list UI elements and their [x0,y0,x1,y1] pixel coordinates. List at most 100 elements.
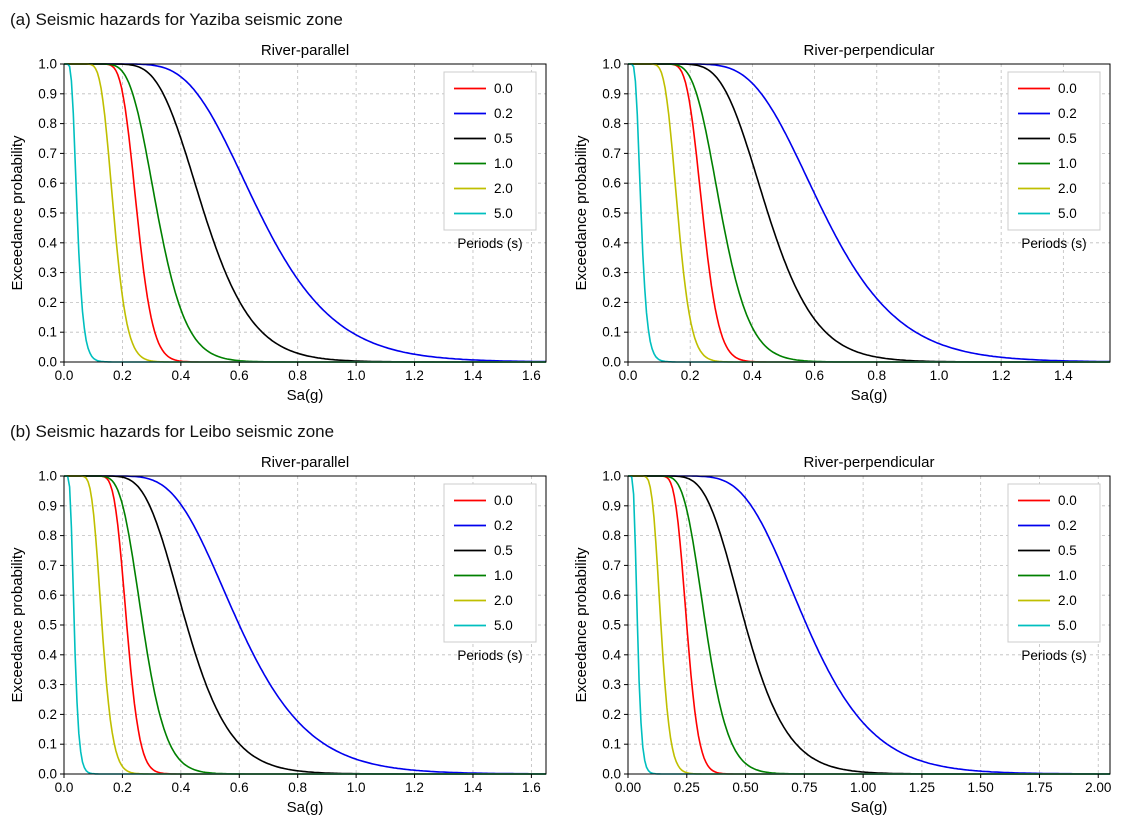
svg-text:0.9: 0.9 [602,498,621,513]
svg-text:0.4: 0.4 [602,647,621,662]
x-axis-label: Sa(g) [851,387,888,404]
y-axis-label: Exceedance probability [573,135,590,291]
plot-area: 0.0 0.2 0.4 0.6 0.8 1.0 1.2 1.4 1.6 0.0 0.1 0.2 0.3 0… [9,454,547,816]
legend-title: Periods (s) [457,648,522,663]
svg-text:1.0: 1.0 [347,368,366,383]
svg-text:0.3: 0.3 [38,677,57,692]
svg-text:0.5: 0.5 [38,618,57,633]
svg-text:1.0: 1.0 [602,469,621,484]
legend-label: 0.5 [1058,543,1077,558]
svg-text:0.1: 0.1 [602,325,621,340]
svg-text:0.2: 0.2 [113,368,132,383]
svg-text:0.8: 0.8 [38,528,57,543]
svg-text:0.2: 0.2 [38,707,57,722]
legend: 0.0 0.2 0.5 1.0 2.0 5.0 Periods (s) [443,483,537,663]
curve-period-0.2 [64,475,546,775]
chart-leibo-river-parallel: 0.0 0.2 0.4 0.6 0.8 1.0 1.2 1.4 1.6 0.0 0.1 0.2 0.3 0… [9,454,547,816]
svg-text:0.0: 0.0 [55,368,74,383]
legend-title: Periods (s) [1021,648,1086,663]
section-b-title: (b) Seismic hazards for Leibo seismic zo… [10,422,335,441]
legend-title: Periods (s) [457,236,522,251]
y-axis-label: Exceedance probability [9,135,26,291]
svg-text:1.25: 1.25 [909,780,935,795]
legend-label: 0.0 [494,493,513,508]
svg-text:1.0: 1.0 [347,780,366,795]
legend-box [443,483,537,643]
svg-text:1.4: 1.4 [464,780,483,795]
svg-text:0.3: 0.3 [602,265,621,280]
svg-text:0.5: 0.5 [38,206,57,221]
legend-label: 0.2 [1058,106,1077,121]
svg-text:1.2: 1.2 [405,368,424,383]
section-a-charts: 0.0 0.2 0.4 0.6 0.8 1.0 1.2 1.4 1.6 0.0 0.1 0.2 0.3 0… [8,36,1126,408]
svg-text:0.75: 0.75 [791,780,817,795]
svg-text:0.2: 0.2 [602,295,621,310]
svg-text:1.4: 1.4 [464,368,483,383]
plot-area: 0.0 0.2 0.4 0.6 0.8 1.0 1.2 1.4 1.6 0.0 0.1 0.2 0.3 0… [9,42,547,404]
ticks: 0.0 0.2 0.4 0.6 0.8 1.0 1.2 1.4 0.0 0.1 0.2 0.3 0.4 0… [602,57,1073,384]
svg-text:0.3: 0.3 [38,265,57,280]
legend-label: 2.0 [494,593,513,608]
svg-text:2.00: 2.00 [1085,780,1111,795]
svg-text:1.0: 1.0 [38,57,57,72]
chart-title: River-perpendicular [804,454,935,471]
svg-text:0.9: 0.9 [602,86,621,101]
svg-text:1.6: 1.6 [522,368,541,383]
svg-text:1.00: 1.00 [850,780,876,795]
svg-text:1.6: 1.6 [522,780,541,795]
legend-label: 0.5 [494,543,513,558]
svg-text:0.6: 0.6 [38,176,57,191]
section-a: (a) Seismic hazards for Yaziba seismic z… [8,10,1126,408]
chart-leibo-river-perpendicular: 0.00 0.25 0.50 0.75 1.00 1.25 1.50 1.75 2.000.00… [573,454,1111,816]
legend-label: 5.0 [494,206,513,221]
chart-yaziba-river-perpendicular: 0.0 0.2 0.4 0.6 0.8 1.0 1.2 1.4 0.0 0.1 0.2 0.3 0.4 0… [573,42,1111,404]
legend: 0.0 0.2 0.5 1.0 2.0 5.0 Periods (s) [1007,483,1101,663]
legend-label: 0.0 [1058,81,1077,96]
svg-text:0.8: 0.8 [288,368,307,383]
svg-text:0.6: 0.6 [805,368,824,383]
legend-label: 2.0 [1058,593,1077,608]
ticks: 0.0 0.2 0.4 0.6 0.8 1.0 1.2 1.4 1.6 0.0 0.1 0.2 0.3 0… [38,469,541,796]
svg-text:0.5: 0.5 [602,206,621,221]
svg-text:0.8: 0.8 [867,368,886,383]
legend-label: 0.0 [494,81,513,96]
svg-text:1.50: 1.50 [968,780,994,795]
svg-text:0.3: 0.3 [602,677,621,692]
svg-text:0.25: 0.25 [674,780,700,795]
legend-label: 1.0 [494,156,513,171]
svg-text:0.8: 0.8 [38,116,57,131]
legend-label: 0.2 [494,106,513,121]
legend-label: 0.5 [1058,131,1077,146]
svg-text:0.6: 0.6 [230,368,249,383]
svg-text:0.1: 0.1 [602,737,621,752]
svg-text:1.2: 1.2 [992,368,1011,383]
section-b-charts: 0.0 0.2 0.4 0.6 0.8 1.0 1.2 1.4 1.6 0.0 0.1 0.2 0.3 0… [8,448,1126,820]
chart-title: River-perpendicular [804,42,935,59]
svg-text:0.00: 0.00 [615,780,641,795]
legend-label: 1.0 [1058,156,1077,171]
svg-text:0.7: 0.7 [38,558,57,573]
svg-text:0.4: 0.4 [171,368,190,383]
svg-text:0.7: 0.7 [38,146,57,161]
svg-text:0.9: 0.9 [38,498,57,513]
legend-label: 0.2 [1058,518,1077,533]
svg-text:0.50: 0.50 [732,780,758,795]
legend: 0.0 0.2 0.5 1.0 2.0 5.0 Periods (s) [1007,71,1101,251]
x-axis-label: Sa(g) [287,387,324,404]
svg-text:0.1: 0.1 [38,737,57,752]
svg-text:0.2: 0.2 [681,368,700,383]
svg-text:0.0: 0.0 [602,767,621,782]
legend: 0.0 0.2 0.5 1.0 2.0 5.0 Periods (s) [443,71,537,251]
svg-text:0.4: 0.4 [38,235,57,250]
svg-text:1.0: 1.0 [38,469,57,484]
y-axis-label: Exceedance probability [573,547,590,703]
chart-title: River-parallel [261,454,349,471]
svg-text:0.1: 0.1 [38,325,57,340]
y-axis-label: Exceedance probability [9,547,26,703]
plot-area: 0.0 0.2 0.4 0.6 0.8 1.0 1.2 1.4 0.0 0.1 0.2 0.3 0.4 0… [573,42,1111,404]
svg-text:1.4: 1.4 [1054,368,1073,383]
svg-text:1.2: 1.2 [405,780,424,795]
x-axis-label: Sa(g) [287,799,324,816]
svg-text:0.6: 0.6 [230,780,249,795]
svg-text:0.4: 0.4 [171,780,190,795]
